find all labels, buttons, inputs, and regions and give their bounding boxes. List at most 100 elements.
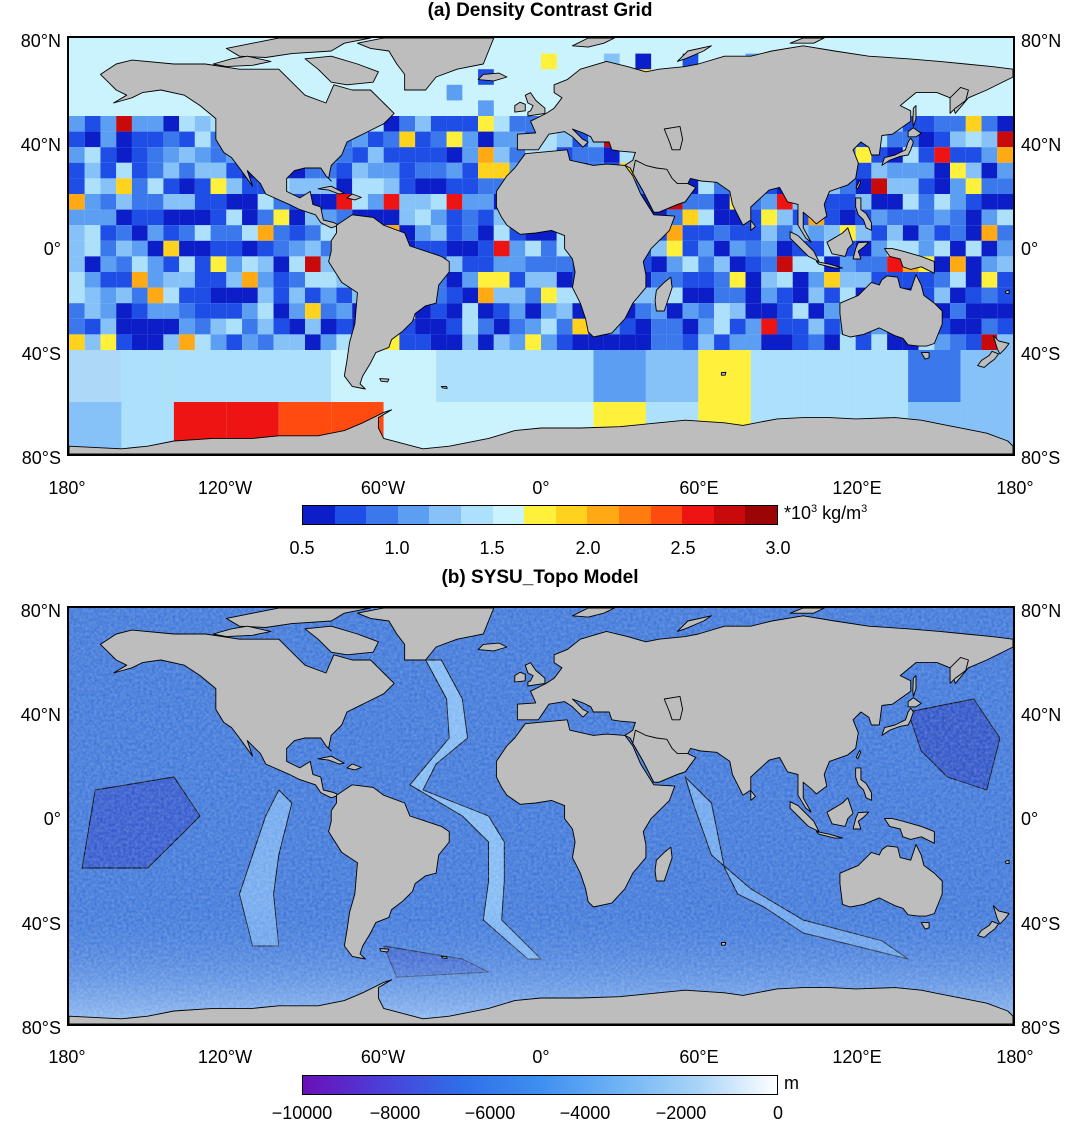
density-cell [84, 178, 101, 194]
b-lat-label-eq-right: 0° [1021, 809, 1039, 829]
land-borneo [826, 227, 854, 257]
land-fiji-ish [1004, 289, 1010, 295]
density-cell [997, 256, 1013, 272]
density-cell [478, 209, 494, 226]
land-philippines [855, 197, 872, 231]
density-cell [320, 225, 337, 241]
density-cell [729, 303, 746, 319]
density-cell [934, 287, 951, 304]
density-cell [430, 303, 447, 319]
density-cell [69, 287, 85, 304]
density-cell [478, 131, 494, 148]
density-cell [462, 240, 479, 257]
density-cell [682, 334, 699, 350]
density-tick-3: 2.0 [575, 538, 601, 558]
density-cell [887, 131, 903, 148]
density-cell [493, 334, 510, 350]
density-cell [446, 194, 463, 210]
density-cell [430, 225, 447, 241]
density-cell [950, 256, 966, 272]
density-cell [179, 318, 195, 335]
land-ireland [514, 671, 526, 683]
density-cell [714, 318, 730, 335]
density-cell [131, 178, 148, 194]
density-cell [729, 256, 746, 272]
land-svalbard [572, 608, 615, 618]
density-cell [194, 256, 211, 272]
density-cell [666, 240, 683, 257]
density-cell [839, 194, 856, 210]
density-cell [320, 318, 337, 335]
density-cell [462, 256, 479, 272]
topography-map [67, 606, 1015, 1026]
density-cell [415, 225, 431, 241]
land-uk [524, 92, 546, 117]
density-cell [415, 178, 431, 194]
density-cell [950, 240, 966, 257]
density-cell [320, 194, 337, 210]
density-cell [131, 318, 148, 335]
density-cell [242, 178, 258, 194]
density-colorbar-bin [334, 506, 367, 524]
density-cell [399, 116, 416, 132]
density-cell [682, 256, 699, 272]
density-cell [147, 318, 164, 335]
density-cell [305, 303, 321, 319]
b-lat-label-40s-left: 40°S [21, 914, 61, 934]
density-block-south [750, 350, 804, 402]
b-lat-label-80n-right: 80°N [1021, 601, 1062, 621]
density-cell [729, 225, 746, 241]
density-block-south [645, 350, 699, 402]
density-cell [100, 194, 117, 210]
density-cell [855, 334, 872, 350]
density-cell [635, 303, 652, 319]
land-sulawesi [852, 811, 870, 830]
density-cell [745, 334, 762, 350]
density-cell [273, 303, 290, 319]
density-cell [242, 194, 258, 210]
density-cell [383, 209, 400, 226]
density-cell [116, 334, 132, 350]
density-cell [855, 147, 872, 163]
density-cell [918, 147, 935, 163]
density-cell [116, 287, 132, 304]
lon-label-60e: 60°E [679, 478, 719, 498]
land-kerguelen [720, 371, 727, 376]
density-cell [100, 303, 117, 319]
density-cell [666, 225, 683, 241]
land-caspian [663, 695, 684, 721]
density-cell [572, 318, 589, 335]
land-new-guinea [884, 818, 935, 844]
density-cell [541, 334, 557, 350]
density-cell [383, 194, 400, 210]
density-cell [478, 147, 494, 163]
density-cell [430, 240, 447, 257]
density-cell [84, 256, 101, 272]
density-cell [855, 256, 872, 272]
density-cell [383, 147, 400, 163]
density-cell [194, 147, 211, 163]
density-cell [950, 194, 966, 210]
lon-label-120e: 120°E [832, 478, 882, 498]
depth-tick-2: −6000 [464, 1103, 516, 1123]
density-cell [792, 256, 809, 272]
density-cell [714, 209, 730, 226]
density-cell [871, 194, 888, 210]
density-cell [336, 287, 353, 304]
density-cell [824, 303, 840, 319]
density-cell [824, 318, 840, 335]
density-cell [556, 303, 573, 319]
density-cell [509, 240, 526, 257]
land-novaya-zemlya [676, 615, 712, 632]
density-cell [761, 303, 777, 319]
density-cell [210, 178, 227, 194]
land-sakhalin [912, 675, 917, 697]
density-block-south [69, 350, 122, 402]
land-hispaniola [346, 193, 362, 201]
density-cell [84, 131, 101, 148]
density-cell [100, 287, 117, 304]
density-cell [131, 256, 148, 272]
density-cell [116, 256, 132, 272]
density-colorbar-bin [650, 506, 683, 524]
density-cell [194, 334, 211, 350]
